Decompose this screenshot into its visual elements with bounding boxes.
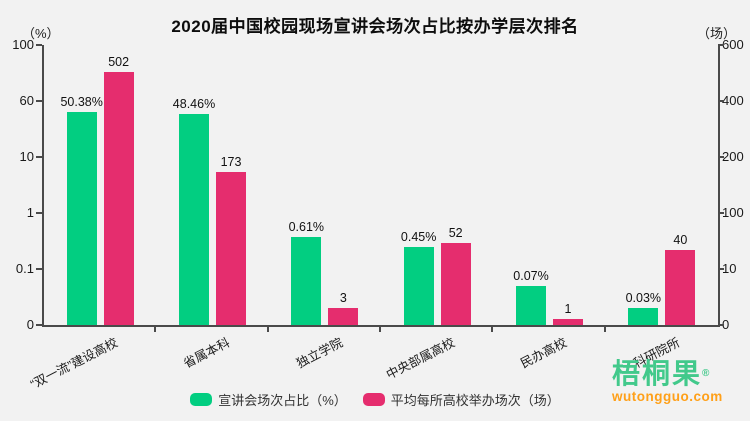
bar-value-label: 0.61% — [288, 220, 325, 235]
category-label-4: 民办高校 — [518, 335, 570, 371]
bar-green-3[interactable] — [403, 247, 434, 325]
legend-label: 平均每所高校举办场次（场） — [390, 393, 560, 408]
y-tick-label-left: 60 — [19, 93, 34, 108]
y-tick-label-left: 0 — [26, 317, 34, 332]
bar-pink-5[interactable] — [665, 250, 696, 325]
y-tick-mark-left — [36, 268, 42, 270]
y-tick-label-left: 100 — [12, 37, 34, 52]
y-tick-mark-right — [718, 100, 724, 102]
bar-value-label: 50.38% — [60, 94, 103, 109]
bar-green-1[interactable] — [179, 113, 209, 325]
y-tick-label-right: 200 — [722, 149, 744, 164]
y-tick-label-right: 10 — [722, 261, 737, 276]
y-tick-mark-right — [718, 324, 724, 326]
y-tick-mark-right — [718, 212, 724, 214]
bar-green-5[interactable] — [628, 308, 659, 325]
legend-swatch-pink — [362, 393, 385, 406]
y-tick-label-right: 100 — [722, 205, 744, 220]
legend-item-share[interactable]: 宣讲会场次占比（%） — [190, 390, 347, 409]
y-tick-label-right: 600 — [722, 37, 744, 52]
y-tick-label-left: 10 — [19, 149, 34, 164]
y-tick-mark-right — [718, 268, 724, 270]
bar-value-label: 0.03% — [625, 291, 662, 306]
y-tick-label-left: 0.1 — [15, 261, 34, 276]
bar-value-label: 40 — [673, 233, 688, 248]
bar-value-label: 0.07% — [513, 268, 549, 283]
bar-green-4[interactable] — [516, 285, 546, 325]
y-tick-label-right: 0 — [722, 317, 730, 332]
y-tick-label-right: 400 — [722, 93, 744, 108]
bar-value-label: 173 — [220, 155, 242, 170]
category-label-3: 中央部属高校 — [384, 335, 458, 383]
y-tick-mark-left — [36, 212, 42, 214]
legend-label: 宣讲会场次占比（%） — [218, 393, 347, 408]
brand-domain: wutongguo.com — [612, 389, 723, 404]
bar-value-label: 502 — [108, 55, 130, 70]
bar-green-0[interactable] — [66, 111, 97, 325]
x-tick-mark — [379, 327, 381, 332]
plot-area: 50.38% 48.46% 0.61% 0.45% 0.07% 0.03% 502 173 3 5… — [42, 45, 720, 327]
bar-pink-0[interactable] — [103, 72, 134, 325]
y-tick-mark-left — [36, 156, 42, 158]
y-tick-mark-right — [718, 156, 724, 158]
x-tick-mark — [266, 327, 269, 332]
chart-title: 2020届中国校园现场宣讲会场次占比按办学层次排名 — [171, 17, 579, 36]
category-label-2: 独立学院 — [294, 335, 346, 371]
left-axis-unit: （%） — [22, 26, 60, 41]
brand-name: 梧桐果® — [612, 358, 712, 389]
bar-pink-2[interactable] — [328, 308, 359, 325]
y-tick-mark-left — [36, 44, 42, 46]
bar-pink-3[interactable] — [440, 242, 471, 325]
legend-item-average[interactable]: 平均每所高校举办场次（场） — [362, 390, 560, 409]
bar-value-label: 0.45% — [400, 230, 437, 245]
x-tick-mark — [603, 327, 606, 332]
x-tick-mark — [154, 327, 157, 332]
bar-pink-4[interactable] — [553, 319, 583, 325]
y-tick-mark-left — [36, 324, 42, 326]
legend: 宣讲会场次占比（%） 平均每所高校举办场次（场） — [0, 390, 750, 409]
bar-green-2[interactable] — [291, 237, 322, 325]
bar-value-label: 48.46% — [172, 96, 216, 111]
watermark-logo: 梧桐果® wutongguo.com — [612, 358, 742, 405]
legend-swatch-green — [190, 393, 213, 406]
y-tick-mark-right — [718, 44, 724, 46]
bar-value-label: 52 — [448, 225, 463, 240]
bar-value-label: 3 — [339, 291, 347, 306]
category-label-1: 省属本科 — [181, 335, 233, 371]
y-tick-label-left: 1 — [26, 205, 34, 220]
right-axis-unit: （场） — [696, 26, 736, 41]
category-label-0: “双一流”建设高校 — [28, 335, 121, 392]
x-tick-mark — [491, 327, 494, 332]
y-tick-mark-left — [36, 100, 42, 102]
bar-value-label: 1 — [564, 302, 572, 317]
registered-mark-icon: ® — [702, 368, 712, 379]
bar-pink-1[interactable] — [216, 172, 246, 325]
